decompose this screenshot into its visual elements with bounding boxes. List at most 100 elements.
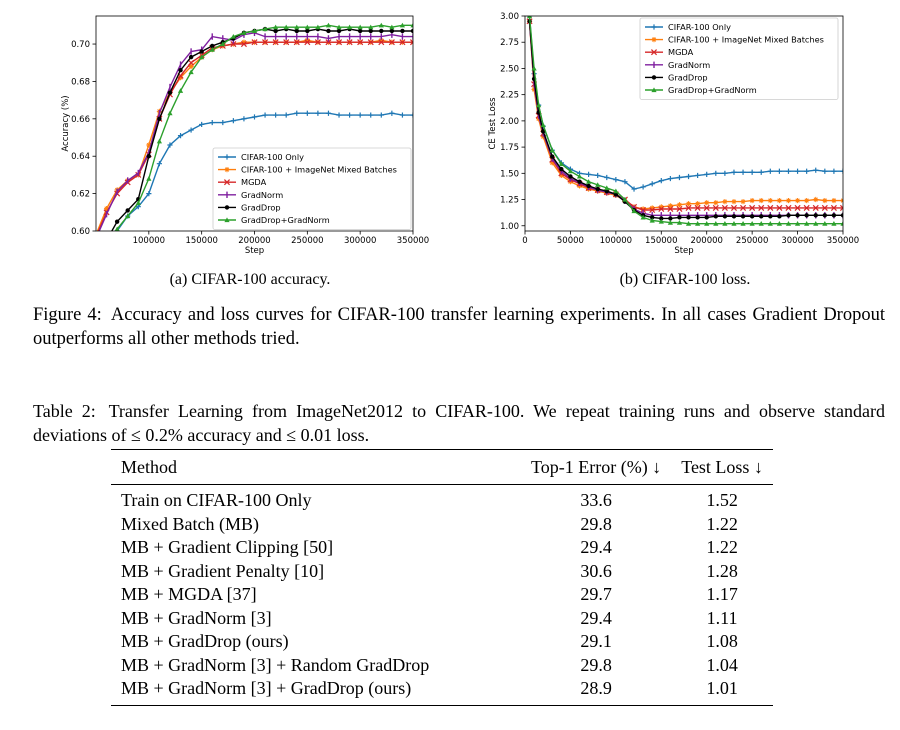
data-point (795, 213, 800, 218)
data-point (251, 114, 258, 120)
data-point (651, 37, 657, 43)
data-point (640, 214, 646, 220)
data-point (758, 197, 764, 204)
y-tick-label: 3.00 (500, 12, 519, 22)
table-row: MB + Gradient Penalty [10] 30.6 1.28 (111, 560, 773, 584)
data-point (199, 54, 205, 60)
x-tick-label: 350000 (397, 236, 429, 246)
data-point (577, 179, 582, 184)
data-point (273, 112, 279, 118)
legend-label: CIFAR-100 Only (668, 22, 731, 32)
data-point (749, 214, 755, 219)
y-tick-label: 2.00 (500, 117, 519, 127)
data-point (241, 116, 247, 122)
data-point (368, 28, 373, 34)
data-point (220, 41, 226, 47)
data-point (767, 204, 774, 211)
data-point (157, 116, 162, 122)
data-point (549, 160, 555, 166)
legend-label: CIFAR-100 + ImageNet Mixed Batches (668, 35, 824, 45)
data-point (721, 204, 728, 211)
data-point (177, 88, 184, 93)
data-point (676, 174, 683, 181)
y-tick-label: 0.60 (71, 227, 90, 237)
legend-label: CIFAR-100 + ImageNet Mixed Batches (241, 165, 397, 175)
data-point (93, 232, 98, 237)
data-point (568, 174, 573, 179)
data-point (830, 204, 837, 211)
data-point (685, 173, 692, 180)
data-point (667, 175, 673, 182)
data-point (785, 197, 792, 204)
data-point (314, 39, 321, 46)
data-point (540, 122, 546, 128)
row-top1-error: 29.4 (580, 607, 612, 628)
header-test-loss: Test Loss ↓ (681, 456, 763, 477)
x-tick-label: 100000 (600, 236, 632, 246)
row-test-loss: 1.11 (706, 607, 738, 628)
data-point (686, 215, 691, 220)
data-point (758, 169, 764, 175)
data-point (368, 112, 374, 118)
data-point (640, 184, 646, 190)
y-tick-label: 0.64 (71, 152, 90, 162)
data-point (813, 213, 818, 218)
data-point (676, 202, 683, 208)
data-point (658, 178, 664, 184)
data-point (622, 179, 628, 185)
data-point (336, 112, 342, 118)
x-tick-label: 50000 (557, 236, 584, 246)
data-point (839, 204, 843, 211)
legend-box (639, 17, 839, 100)
x-tick-label: 250000 (736, 236, 768, 246)
data-point (768, 214, 773, 219)
data-point (804, 221, 810, 226)
row-test-loss: 1.17 (706, 584, 738, 605)
data-point (777, 214, 782, 219)
data-point (677, 215, 682, 220)
row-test-loss: 1.22 (706, 513, 738, 534)
data-point (667, 220, 673, 225)
data-point (840, 213, 843, 218)
data-point (294, 110, 300, 116)
data-point (357, 28, 363, 34)
data-point (740, 199, 746, 205)
data-point (304, 39, 311, 46)
data-point (786, 213, 791, 218)
data-point (749, 221, 755, 226)
data-point (731, 221, 737, 226)
header-method: Method (121, 456, 177, 477)
data-point (831, 197, 837, 204)
data-point (336, 24, 342, 30)
data-point (357, 39, 364, 46)
x-tick-label: 200000 (238, 236, 270, 246)
data-point (536, 102, 542, 108)
data-point (667, 205, 674, 213)
y-tick-label: 2.25 (500, 91, 519, 101)
table-row: MB + GradNorm [3] + Random GradDrop 29.8… (111, 654, 773, 678)
y-tick-label: 1.25 (500, 196, 519, 206)
data-point (749, 197, 755, 204)
data-point (658, 218, 664, 224)
data-point (104, 247, 109, 252)
data-point (713, 200, 719, 206)
data-point (767, 221, 773, 226)
data-point (622, 196, 628, 202)
data-point (399, 39, 406, 46)
y-tick-label: 0.68 (71, 77, 90, 87)
x-tick-label: 100000 (133, 236, 165, 246)
data-point (224, 167, 230, 173)
data-point (188, 59, 195, 66)
data-point (695, 221, 701, 226)
loss-chart: 0 50000 100000 150000 200000 250000 300000 3500… (488, 12, 859, 256)
data-point (631, 208, 637, 214)
y-axis-label: Accuracy (%) (61, 95, 71, 151)
data-point (294, 28, 299, 34)
data-point (558, 161, 564, 166)
data-point (224, 217, 230, 223)
y-axis-label: CE Test Loss (488, 97, 498, 150)
legend-label: GradDrop (668, 72, 708, 82)
data-point (378, 39, 385, 46)
data-point (576, 173, 583, 179)
data-point (379, 28, 384, 34)
